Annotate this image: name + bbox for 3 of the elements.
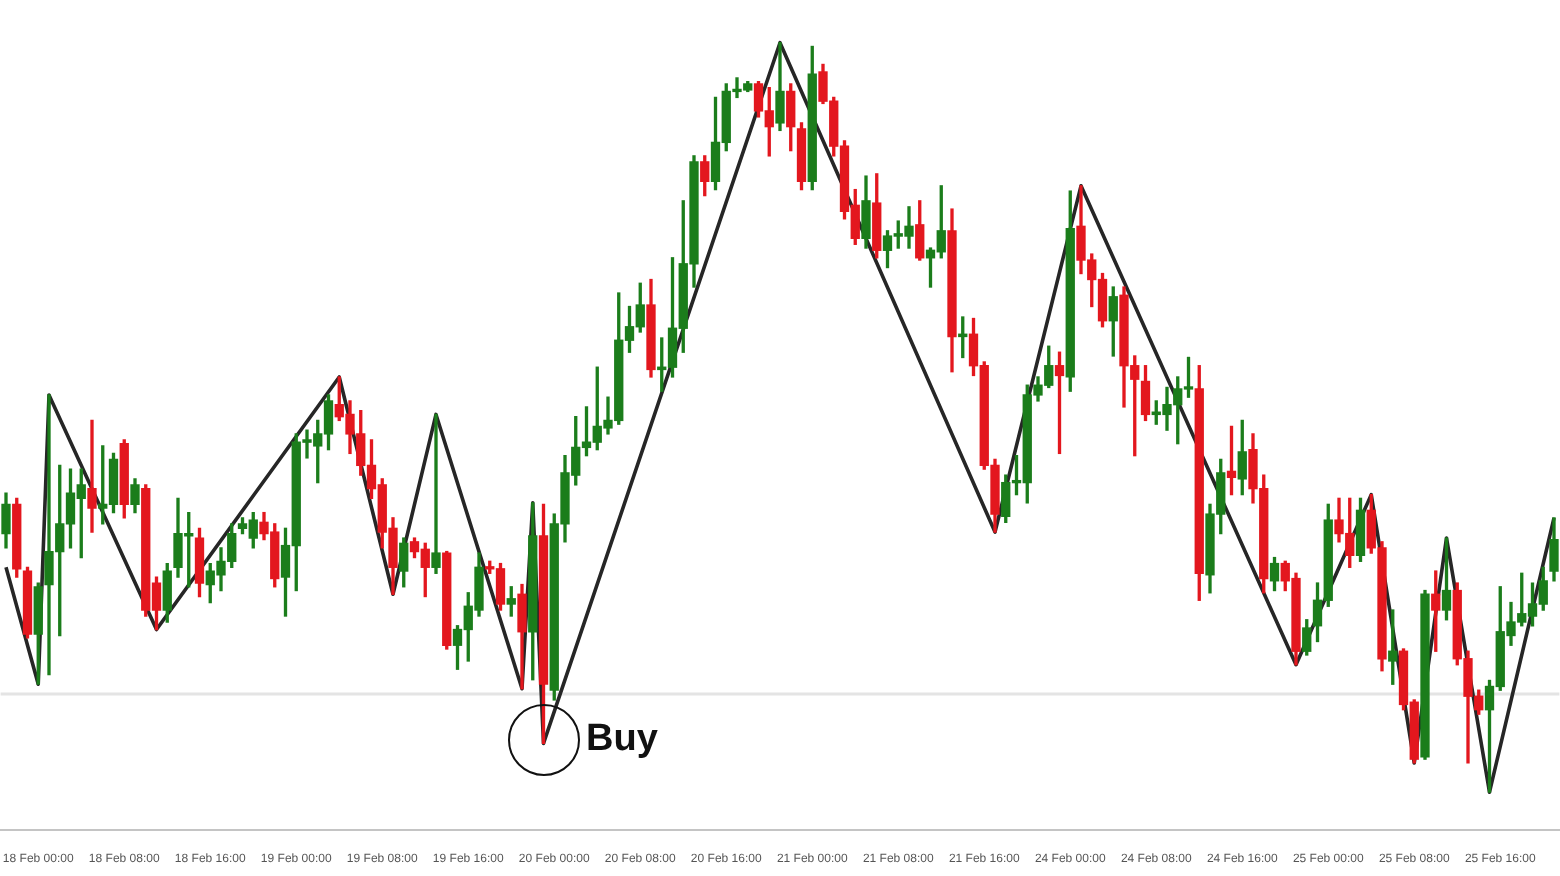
annotation: Buy	[586, 718, 658, 762]
candlestick	[87, 419, 97, 533]
candlestick	[431, 413, 441, 574]
